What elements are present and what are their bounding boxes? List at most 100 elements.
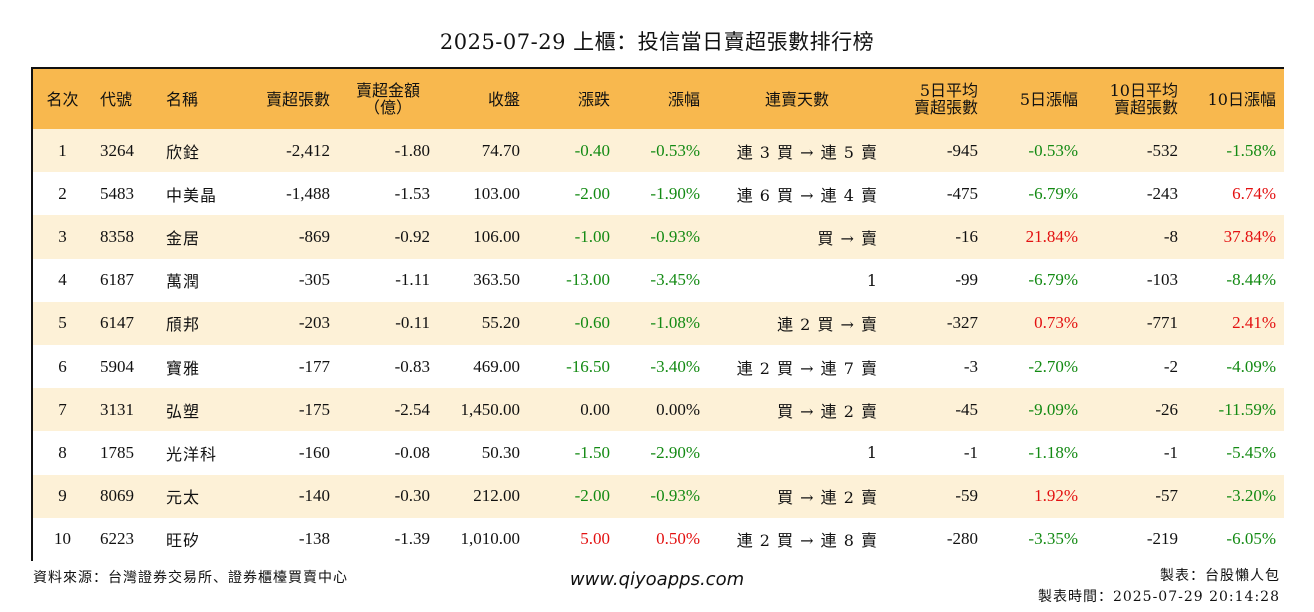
footer-credits: 製表：台股懶人包 製表時間：2025-07-29 20:14:28 [1038, 566, 1280, 608]
cell-net-sell: -869 [298, 226, 330, 246]
cell-code: 8358 [100, 226, 134, 246]
cell-code: 3264 [100, 140, 134, 160]
cell-streak: 連 2 買 → 連 7 賣 [736, 358, 878, 378]
cell-change-pct: -1.08% [650, 313, 700, 333]
cell-net-sell: -203 [298, 313, 330, 333]
header-avg10-line1: 10日平均 [1109, 81, 1178, 100]
cell-avg10: -26 [1155, 399, 1178, 419]
table-row: 3 8358 金居 -869 -0.92 106.00 -1.00 -0.93% 買 → 賣 -1… [33, 215, 1284, 259]
cell-change-pct: -3.40% [650, 356, 700, 376]
header-streak: 連賣天數 [764, 89, 829, 109]
cell-close: 469.00 [473, 356, 520, 376]
website-link[interactable]: www.qiyoapps.com [569, 569, 745, 590]
cell-avg5: -16 [955, 226, 978, 246]
cell-name: 元太 [166, 488, 201, 508]
cell-change-pct: -1.90% [650, 183, 700, 203]
cell-code: 6223 [100, 529, 134, 549]
cell-name: 中美晶 [166, 185, 218, 205]
cell-pct5: 21.84% [1025, 226, 1078, 246]
header-pct5: 5日漲幅 [1019, 89, 1078, 109]
cell-name: 萬潤 [166, 272, 201, 292]
cell-close: 103.00 [473, 183, 520, 203]
cell-avg5: -280 [946, 529, 978, 549]
cell-streak: 買 → 賣 [817, 228, 878, 248]
header-amount-line2: （億） [363, 98, 412, 117]
cell-change: -2.00 [574, 486, 610, 506]
header-avg5-line1: 5日平均 [919, 81, 978, 100]
table-row: 8 1785 光洋科 -160 -0.08 50.30 -1.50 -2.90% 1 -1 -1.1… [33, 431, 1284, 475]
cell-pct5: -6.79% [1028, 270, 1078, 290]
cell-code: 3131 [100, 399, 134, 419]
cell-avg5: -3 [963, 356, 978, 376]
cell-pct10: 6.74% [1232, 183, 1276, 203]
cell-streak: 連 3 買 → 連 5 賣 [736, 142, 878, 162]
cell-rank: 8 [58, 442, 67, 462]
header-rank: 名次 [46, 89, 79, 109]
cell-close: 50.30 [481, 442, 520, 462]
header-amount: 賣超金額 （億） [338, 69, 438, 129]
cell-change: -0.60 [574, 313, 610, 333]
cell-pct5: -6.79% [1028, 183, 1078, 203]
cell-avg5: -327 [946, 313, 978, 333]
data-source: 資料來源：台灣證券交易所、證券櫃檯買賣中心 [33, 570, 348, 586]
cell-pct10: 2.41% [1232, 313, 1276, 333]
table-header-row: 名次 代號 名稱 賣超張數 賣超金額 （億） 收盤 漲跌 漲幅 連賣天數 5日平… [33, 69, 1284, 129]
header-code: 代號 [100, 89, 133, 109]
cell-avg5: -475 [946, 183, 978, 203]
page-title: 2025-07-29 上櫃：投信當日賣超張數排行榜 [439, 30, 875, 54]
cell-close: 1,450.00 [460, 399, 521, 419]
table-row: 7 3131 弘塑 -175 -2.54 1,450.00 0.00 0.00% 買 → 連 2… [33, 388, 1284, 432]
cell-rank: 9 [58, 486, 67, 506]
cell-rank: 5 [58, 313, 67, 333]
cell-close: 106.00 [473, 226, 520, 246]
cell-streak: 1 [866, 270, 878, 290]
cell-avg10: -243 [1146, 183, 1178, 203]
cell-rank: 1 [58, 140, 67, 160]
cell-streak: 連 2 買 → 連 8 賣 [736, 531, 878, 551]
cell-amount: -0.30 [394, 486, 430, 506]
cell-streak: 買 → 連 2 賣 [777, 488, 878, 508]
cell-change-pct: -0.93% [650, 226, 700, 246]
cell-change-pct: -2.90% [650, 442, 700, 462]
cell-pct10: -5.45% [1226, 442, 1276, 462]
cell-streak: 連 2 買 → 賣 [777, 315, 878, 335]
cell-avg10: -8 [1163, 226, 1178, 246]
ranking-table: 名次 代號 名稱 賣超張數 賣超金額 （億） 收盤 漲跌 漲幅 連賣天數 5日平… [31, 67, 1284, 561]
header-close: 收盤 [487, 89, 520, 109]
cell-rank: 6 [58, 356, 67, 376]
cell-avg10: -103 [1146, 270, 1178, 290]
made-time: 製表時間：2025-07-29 20:14:28 [1037, 589, 1280, 605]
table-body: 1 3264 欣銓 -2,412 -1.80 74.70 -0.40 -0.53% 連 3 買 … [33, 129, 1284, 561]
cell-change: -16.50 [566, 356, 610, 376]
cell-net-sell: -160 [298, 442, 330, 462]
cell-code: 6187 [100, 270, 134, 290]
cell-net-sell: -175 [298, 399, 330, 419]
cell-pct5: 1.92% [1034, 486, 1078, 506]
cell-change-pct: -0.53% [650, 140, 700, 160]
cell-rank: 2 [58, 183, 67, 203]
cell-change: -1.00 [574, 226, 610, 246]
header-avg5: 5日平均 賣超張數 [886, 69, 986, 129]
cell-avg10: -219 [1146, 529, 1178, 549]
cell-change: 5.00 [580, 529, 610, 549]
cell-amount: -0.83 [394, 356, 430, 376]
cell-change: -13.00 [566, 270, 610, 290]
table-row: 5 6147 頎邦 -203 -0.11 55.20 -0.60 -1.08% 連 2 買 → … [33, 301, 1284, 345]
cell-code: 1785 [100, 442, 134, 462]
cell-avg5: -45 [955, 399, 978, 419]
cell-avg10: -771 [1146, 313, 1178, 333]
cell-net-sell: -140 [298, 486, 330, 506]
table-row: 6 5904 寶雅 -177 -0.83 469.00 -16.50 -3.40% 連 2 買 … [33, 344, 1284, 389]
cell-pct10: -1.58% [1226, 140, 1276, 160]
cell-amount: -0.08 [394, 442, 430, 462]
cell-amount: -1.53 [394, 183, 430, 203]
cell-pct5: -0.53% [1028, 140, 1078, 160]
cell-net-sell: -305 [298, 270, 330, 290]
cell-net-sell: -2,412 [286, 140, 330, 160]
cell-amount: -0.92 [394, 226, 430, 246]
cell-pct10: -4.09% [1226, 356, 1276, 376]
header-avg5-line2: 賣超張數 [913, 98, 978, 117]
cell-name: 旺矽 [166, 531, 201, 551]
cell-avg5: -99 [955, 270, 978, 290]
cell-code: 5904 [100, 356, 134, 376]
